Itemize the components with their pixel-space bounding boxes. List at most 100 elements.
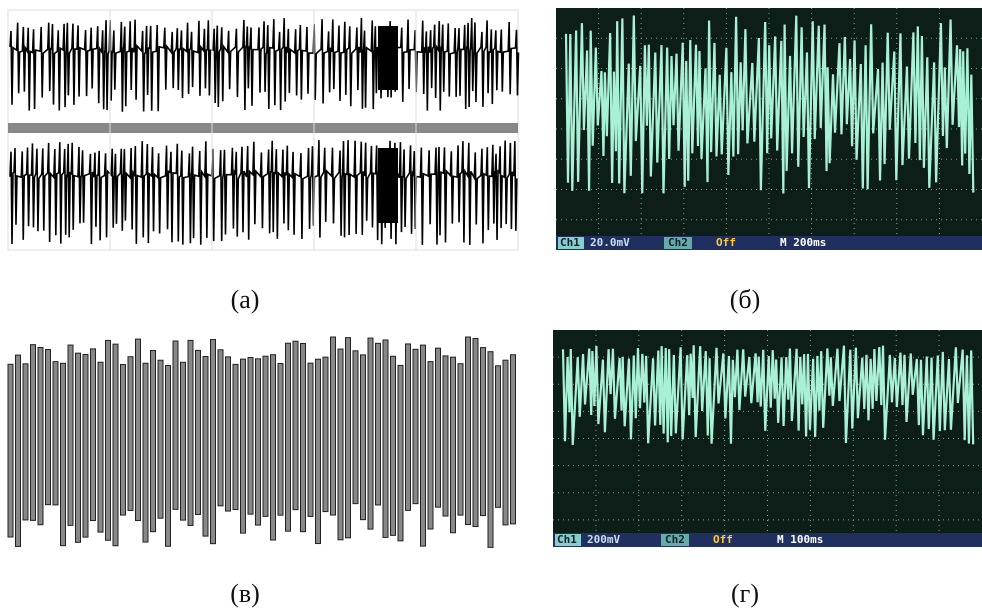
panel-b: Ch1 20.0mV Ch2 Off M 200ms [556, 8, 982, 250]
status-chip [558, 237, 584, 249]
waveform-pulse [210, 339, 216, 545]
waveform-pulse [172, 340, 179, 510]
waveform-pulse [202, 355, 209, 537]
waveform-pulse [30, 344, 36, 521]
waveform-pulse [307, 362, 314, 517]
status-chip [664, 237, 692, 249]
waveform-pulse [472, 337, 479, 528]
waveform-pulse [157, 359, 164, 519]
waveform-pulse [67, 344, 74, 526]
waveform-pulse [82, 353, 89, 538]
waveform-pulse [412, 348, 419, 505]
panel-c [7, 336, 516, 548]
waveform-pulse [37, 347, 44, 526]
waveform-pulse [270, 354, 276, 541]
waveform-pulse [292, 340, 299, 511]
waveform-pulse [75, 352, 81, 543]
waveform-pulse [120, 364, 126, 516]
waveform-burst [378, 148, 398, 223]
caption: (в) [230, 579, 260, 608]
waveform-pulse [165, 365, 171, 547]
waveform [561, 345, 975, 446]
waveform-pulse [262, 355, 269, 517]
status-bar [556, 236, 982, 250]
status-text: Ch1 [557, 533, 577, 546]
waveform-pulse [112, 343, 119, 547]
waveform-pulse [90, 348, 96, 521]
waveform-pulse [367, 337, 374, 530]
waveform-pulse [487, 351, 494, 548]
waveform-pulse [300, 343, 306, 533]
waveform-pulse [405, 343, 411, 511]
waveform-pulse [502, 359, 509, 526]
waveform-pulse [435, 347, 441, 508]
waveform-pulse [225, 356, 231, 512]
waveform-pulse [427, 361, 434, 530]
waveform-pulse [22, 363, 29, 521]
waveform-pulse [240, 358, 246, 534]
waveform-pulse [97, 361, 104, 533]
waveform-pulse [135, 338, 141, 522]
waveform-pulse [217, 349, 224, 507]
waveform-pulse [360, 354, 366, 521]
waveform-pulse [465, 336, 471, 526]
waveform-pulse [345, 337, 351, 539]
waveform-pulse [450, 356, 456, 534]
status-text: 200mV [587, 533, 620, 546]
waveform-pulse [375, 342, 381, 506]
waveform [9, 17, 520, 112]
waveform-pulse [180, 361, 186, 521]
waveform-pulse [105, 339, 111, 541]
waveform-pulse [442, 355, 449, 517]
caption: (б) [730, 285, 761, 314]
waveform-pulse [420, 344, 426, 547]
status-chip [555, 534, 581, 546]
waveform-pulse [480, 347, 486, 517]
waveform-pulse [60, 362, 66, 547]
waveform-pulse [52, 361, 59, 506]
waveform-pulse [457, 363, 464, 516]
waveform-pulse [352, 350, 359, 505]
caption: (г) [731, 579, 759, 608]
waveform-pulse [187, 339, 194, 526]
caption: (а) [231, 285, 260, 314]
waveform-pulse [142, 362, 149, 543]
status-text: Off [716, 236, 736, 249]
status-text: Ch2 [668, 236, 688, 249]
status-chip [661, 534, 689, 546]
waveform-pulse [315, 358, 321, 545]
waveform-pulse [232, 363, 239, 511]
waveform-pulse [337, 348, 344, 541]
status-text: M 100ms [777, 533, 823, 546]
waveform-pulse [45, 349, 51, 506]
waveform-pulse [330, 336, 336, 516]
status-text: Ch1 [560, 236, 580, 249]
panel-a [7, 9, 520, 251]
waveform-pulse [7, 363, 14, 538]
status-text: M 200ms [780, 236, 826, 249]
waveform-burst [378, 26, 398, 90]
waveform-pulse [195, 349, 201, 516]
waveform-pulse [397, 364, 404, 542]
panel-d: Ch1 200mV Ch2 Off M 100ms [553, 330, 982, 547]
waveform-pulse [510, 354, 516, 525]
waveform-pulse [247, 356, 254, 515]
waveform-pulse [277, 362, 284, 516]
waveform [564, 15, 975, 194]
waveform-pulse [495, 365, 501, 508]
waveform-pulse [390, 355, 396, 536]
status-bar [553, 533, 982, 547]
separator-bar [8, 123, 518, 133]
waveform-pulse [382, 339, 389, 538]
waveform-pulse [127, 356, 134, 511]
waveform [9, 140, 518, 245]
status-text: Off [713, 533, 733, 546]
waveform-pulse [255, 358, 261, 526]
waveform-pulse [15, 354, 21, 547]
waveform-pulse [150, 350, 156, 533]
waveform-pulse [285, 342, 291, 532]
status-text: Ch2 [665, 533, 685, 546]
waveform-pulse [322, 356, 329, 513]
status-text: 20.0mV [590, 236, 630, 249]
